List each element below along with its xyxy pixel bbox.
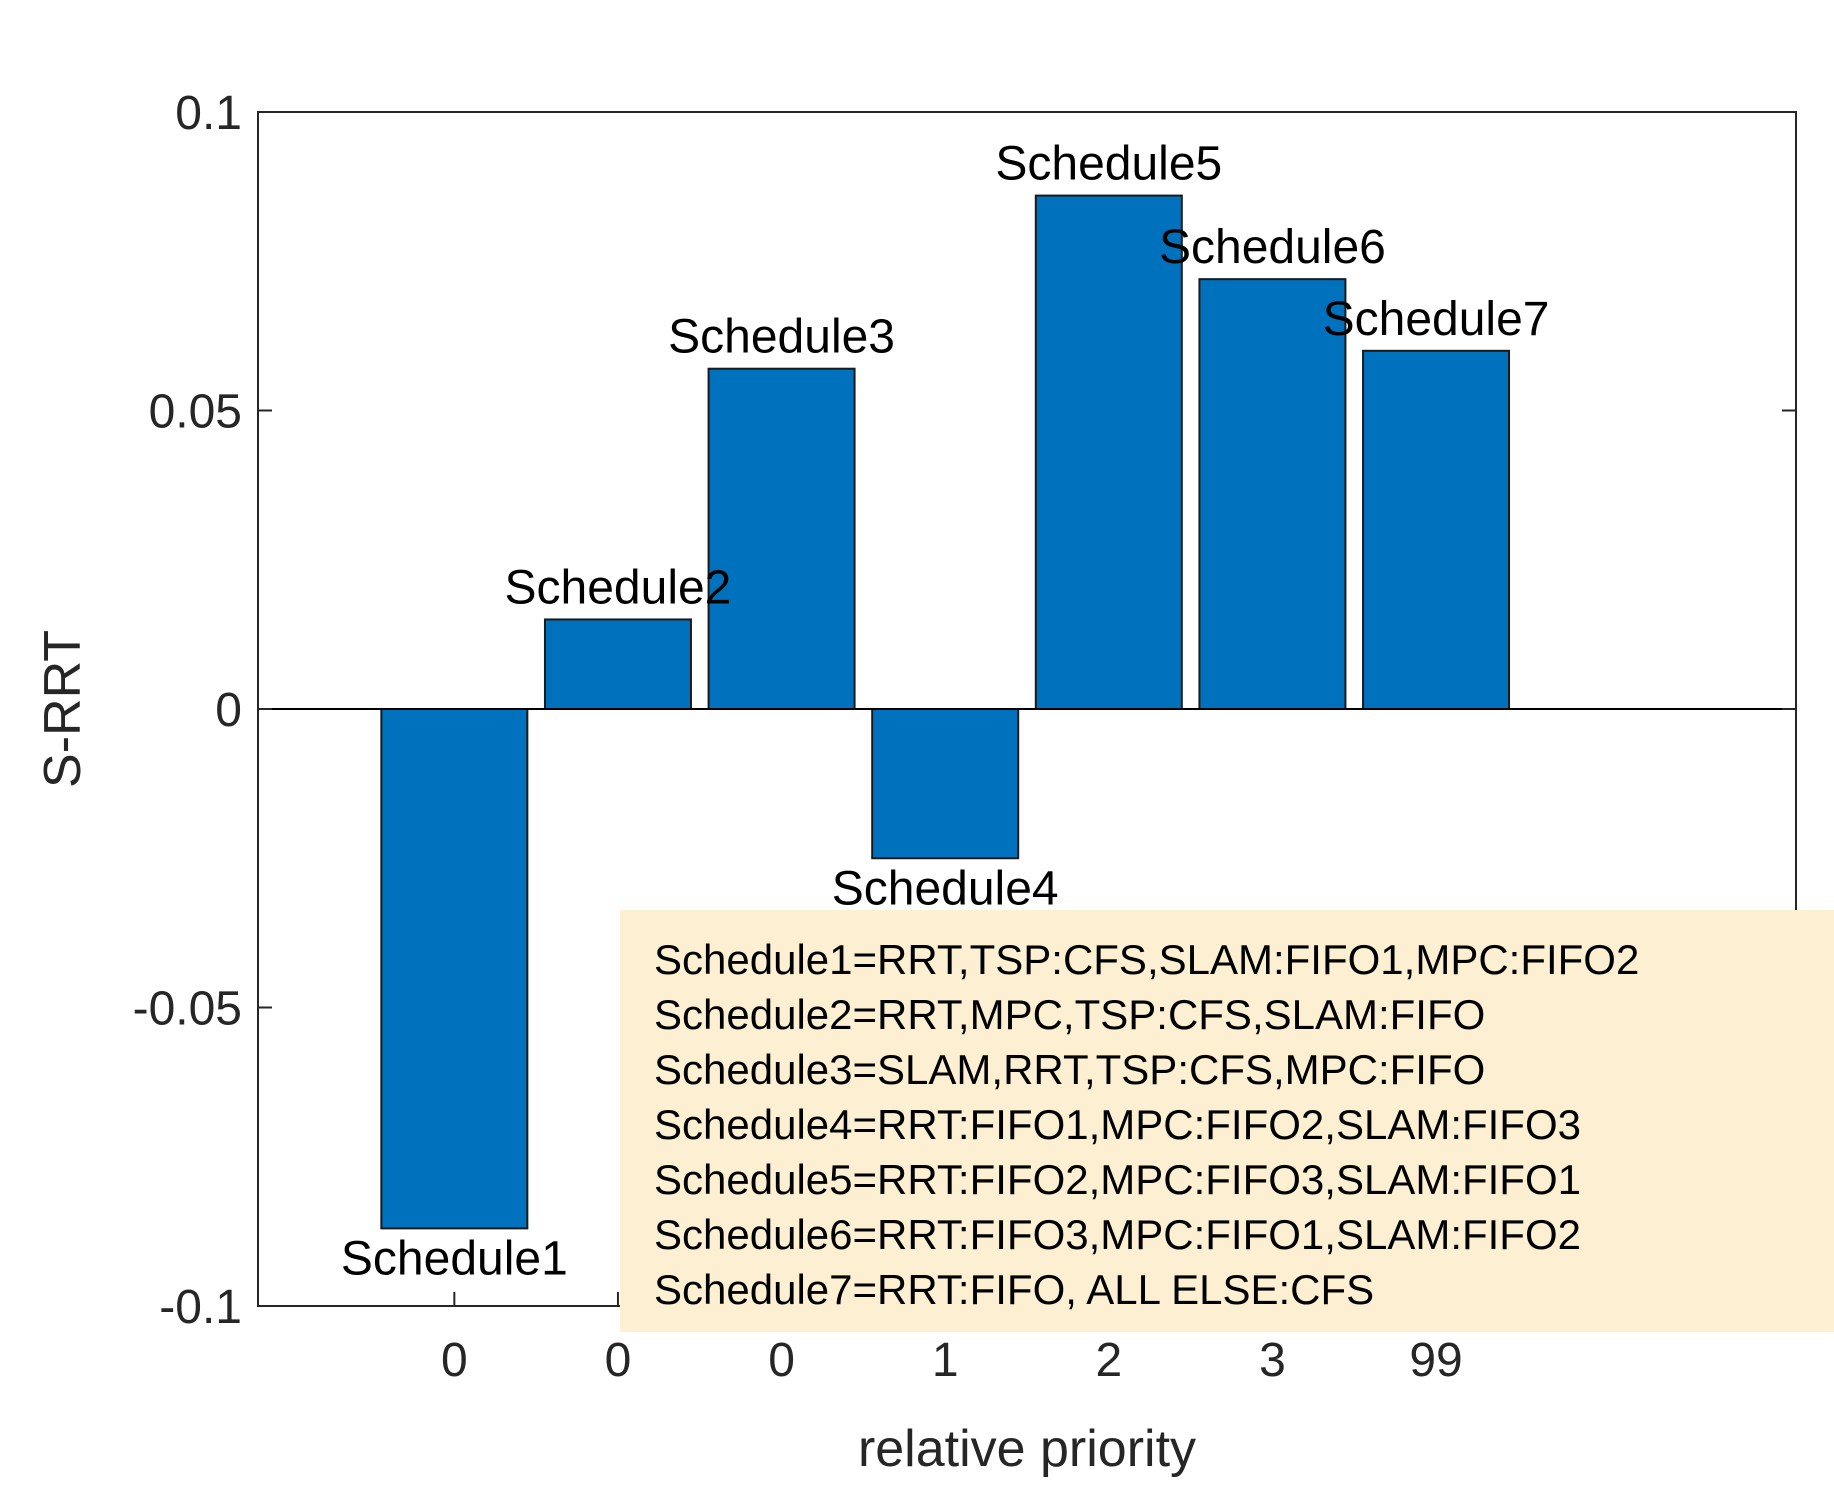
y-tick-label: 0	[215, 684, 242, 737]
bar-label-3: Schedule3	[668, 311, 895, 364]
y-tick-label: 0.05	[149, 386, 242, 439]
schedule-legend-box: Schedule1=RRT,TSP:CFS,SLAM:FIFO1,MPC:FIF…	[620, 910, 1834, 1332]
x-tick-label: 99	[1409, 1334, 1462, 1387]
bar-6	[1198, 278, 1347, 710]
bar-labels-group: Schedule1 Schedule2 Schedule3 Schedule4 Sche…	[341, 138, 1550, 1286]
x-tick-label: 2	[1095, 1334, 1122, 1387]
bar-5	[1034, 194, 1183, 710]
schedule-definition-4: Schedule4=RRT:FIFO1,MPC:FIFO2,SLAM:FIFO3	[654, 1101, 1581, 1148]
y-axis-label: S-RRT	[34, 630, 92, 788]
y-tick-label: -0.05	[133, 983, 242, 1036]
bar-2	[543, 618, 692, 711]
y-tick-label: -0.1	[159, 1281, 242, 1334]
bar-label-1: Schedule1	[341, 1232, 568, 1285]
x-tick-label: 0	[441, 1334, 468, 1387]
x-tick-label: 0	[768, 1334, 795, 1387]
bar-label-5: Schedule5	[995, 138, 1222, 191]
x-axis-label: relative priority	[858, 1420, 1196, 1478]
bar-label-6: Schedule6	[1159, 221, 1386, 274]
schedule-definition-6: Schedule6=RRT:FIFO3,MPC:FIFO1,SLAM:FIFO2	[654, 1211, 1581, 1258]
schedule-definition-7: Schedule7=RRT:FIFO, ALL ELSE:CFS	[654, 1266, 1375, 1313]
x-tick-label: 1	[932, 1334, 959, 1387]
bars-group	[380, 194, 1511, 1230]
schedule-definition-2: Schedule2=RRT,MPC,TSP:CFS,SLAM:FIFO	[654, 991, 1486, 1038]
bar-7	[1362, 349, 1511, 710]
bar-label-4: Schedule4	[832, 862, 1059, 915]
y-axis-ticks: -0.1 -0.05 0 0.05 0.1	[133, 87, 1796, 1334]
bar-label-7: Schedule7	[1323, 293, 1550, 346]
schedule-definition-3: Schedule3=SLAM,RRT,TSP:CFS,MPC:FIFO	[654, 1046, 1486, 1093]
bar-1	[380, 708, 529, 1230]
x-tick-label: 0	[605, 1334, 632, 1387]
bar-4	[871, 708, 1020, 860]
bar-label-2: Schedule2	[505, 561, 732, 614]
y-tick-label: 0.1	[175, 87, 242, 140]
schedule-definition-5: Schedule5=RRT:FIFO2,MPC:FIFO3,SLAM:FIFO1	[654, 1156, 1581, 1203]
schedule-definition-1: Schedule1=RRT,TSP:CFS,SLAM:FIFO1,MPC:FIF…	[654, 936, 1640, 983]
x-tick-label: 3	[1259, 1334, 1286, 1387]
bar-3	[707, 367, 856, 710]
